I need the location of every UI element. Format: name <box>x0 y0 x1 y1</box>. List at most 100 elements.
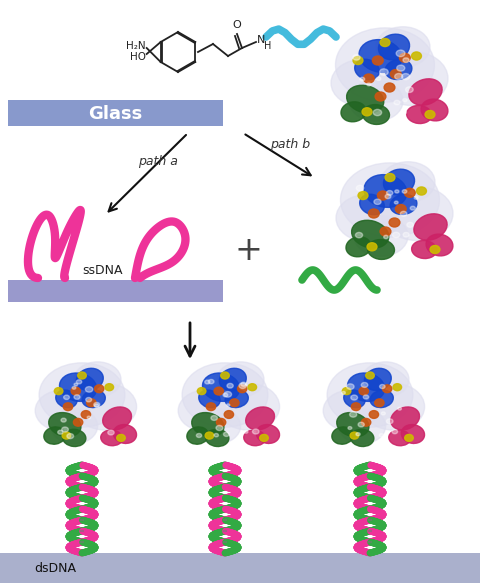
Ellipse shape <box>252 429 259 434</box>
Ellipse shape <box>395 201 398 204</box>
Ellipse shape <box>194 409 240 444</box>
Ellipse shape <box>369 209 379 218</box>
Ellipse shape <box>361 382 368 388</box>
Ellipse shape <box>86 398 92 402</box>
Ellipse shape <box>87 399 96 407</box>
Ellipse shape <box>221 372 229 379</box>
Ellipse shape <box>49 413 81 437</box>
Ellipse shape <box>346 237 371 257</box>
Ellipse shape <box>368 240 395 259</box>
Ellipse shape <box>217 362 264 397</box>
Ellipse shape <box>347 384 354 389</box>
Ellipse shape <box>356 185 364 191</box>
Ellipse shape <box>380 69 388 75</box>
Ellipse shape <box>359 40 402 72</box>
Ellipse shape <box>206 403 216 410</box>
Ellipse shape <box>366 372 374 379</box>
Ellipse shape <box>208 380 214 384</box>
Ellipse shape <box>244 430 265 446</box>
Ellipse shape <box>39 363 125 427</box>
Ellipse shape <box>402 189 407 193</box>
Ellipse shape <box>401 110 407 114</box>
FancyBboxPatch shape <box>0 553 480 583</box>
Ellipse shape <box>376 77 381 80</box>
Ellipse shape <box>117 434 125 441</box>
Ellipse shape <box>58 430 63 434</box>
Ellipse shape <box>359 387 369 395</box>
Ellipse shape <box>360 194 384 215</box>
Ellipse shape <box>390 69 401 79</box>
Text: O: O <box>233 20 241 30</box>
Ellipse shape <box>395 190 399 193</box>
Ellipse shape <box>214 387 223 395</box>
Ellipse shape <box>87 416 91 419</box>
Ellipse shape <box>364 175 407 208</box>
Ellipse shape <box>72 387 76 389</box>
Ellipse shape <box>396 50 405 57</box>
Ellipse shape <box>227 404 230 406</box>
FancyBboxPatch shape <box>8 100 223 126</box>
Ellipse shape <box>383 385 392 393</box>
Ellipse shape <box>224 392 231 397</box>
Ellipse shape <box>95 385 104 393</box>
Ellipse shape <box>403 58 409 62</box>
Ellipse shape <box>384 83 395 92</box>
Ellipse shape <box>369 410 379 419</box>
Ellipse shape <box>411 52 421 60</box>
Ellipse shape <box>404 188 415 197</box>
Ellipse shape <box>67 434 73 438</box>
Ellipse shape <box>339 409 385 444</box>
Ellipse shape <box>394 100 400 105</box>
Ellipse shape <box>81 410 91 419</box>
Ellipse shape <box>196 433 202 437</box>
Ellipse shape <box>390 195 417 215</box>
Ellipse shape <box>360 78 365 81</box>
Ellipse shape <box>350 432 359 439</box>
Ellipse shape <box>367 83 371 86</box>
Ellipse shape <box>60 373 96 402</box>
Ellipse shape <box>214 434 218 437</box>
Ellipse shape <box>78 372 86 379</box>
Ellipse shape <box>340 163 440 237</box>
Ellipse shape <box>381 412 385 415</box>
Ellipse shape <box>356 433 360 436</box>
Ellipse shape <box>241 382 246 387</box>
Ellipse shape <box>374 199 381 205</box>
Ellipse shape <box>349 412 357 417</box>
Ellipse shape <box>384 236 388 238</box>
Ellipse shape <box>370 390 393 408</box>
Ellipse shape <box>216 426 223 430</box>
Ellipse shape <box>44 427 66 444</box>
Ellipse shape <box>361 419 371 426</box>
Ellipse shape <box>203 373 240 402</box>
Ellipse shape <box>379 434 384 437</box>
Ellipse shape <box>82 390 105 408</box>
Ellipse shape <box>353 57 363 65</box>
Ellipse shape <box>364 368 391 391</box>
Ellipse shape <box>406 87 413 93</box>
Ellipse shape <box>51 409 97 444</box>
Ellipse shape <box>94 402 100 407</box>
Ellipse shape <box>389 430 410 446</box>
Text: ssDNA: ssDNA <box>83 264 123 276</box>
Ellipse shape <box>248 384 257 391</box>
Ellipse shape <box>217 383 279 430</box>
Ellipse shape <box>337 413 369 437</box>
Ellipse shape <box>323 390 378 431</box>
Ellipse shape <box>425 110 435 118</box>
Ellipse shape <box>362 104 389 124</box>
Ellipse shape <box>341 102 366 122</box>
Ellipse shape <box>331 59 394 107</box>
Ellipse shape <box>192 413 224 437</box>
Ellipse shape <box>414 196 418 199</box>
Ellipse shape <box>239 383 246 388</box>
Ellipse shape <box>64 395 70 399</box>
Ellipse shape <box>197 388 206 395</box>
Ellipse shape <box>229 399 239 407</box>
Ellipse shape <box>421 99 448 121</box>
Ellipse shape <box>385 174 395 181</box>
Ellipse shape <box>380 384 385 389</box>
Text: N: N <box>257 35 265 45</box>
Ellipse shape <box>351 395 358 400</box>
Ellipse shape <box>380 227 391 236</box>
